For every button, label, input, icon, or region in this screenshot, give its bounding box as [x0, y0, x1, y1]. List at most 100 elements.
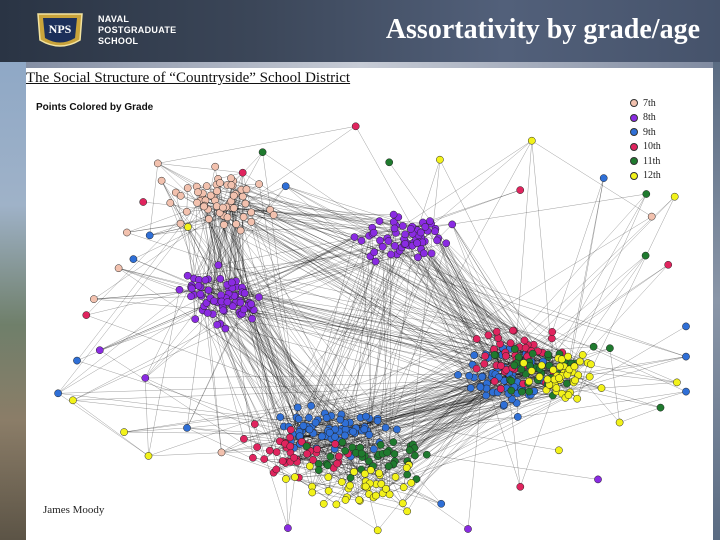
student-node	[336, 415, 345, 424]
student-node	[513, 413, 522, 421]
student-node	[506, 339, 515, 347]
student-node	[194, 188, 202, 197]
student-node	[201, 276, 210, 284]
student-node	[227, 278, 236, 287]
student-node	[232, 220, 241, 228]
student-node	[573, 394, 582, 403]
student-node	[54, 389, 62, 398]
student-node	[331, 440, 340, 448]
student-node	[90, 295, 98, 303]
student-node	[371, 257, 380, 266]
student-node	[322, 414, 331, 422]
student-node	[528, 349, 537, 358]
student-node	[278, 457, 287, 465]
student-node	[182, 207, 191, 216]
student-node	[497, 361, 505, 370]
student-node	[564, 391, 573, 399]
logo-line-2: POSTGRADUATE	[98, 25, 177, 35]
student-node	[341, 431, 349, 440]
student-node	[214, 261, 223, 269]
student-node	[519, 359, 528, 367]
student-node	[403, 507, 412, 516]
student-node	[664, 260, 673, 269]
student-node	[219, 203, 227, 212]
student-node	[314, 466, 323, 475]
student-node	[204, 215, 213, 223]
student-node	[305, 413, 313, 422]
student-node	[448, 220, 457, 229]
right-photo-strip	[713, 62, 720, 540]
student-node	[426, 217, 434, 225]
student-node	[313, 445, 321, 454]
student-node	[411, 451, 419, 460]
student-node	[357, 236, 366, 245]
student-node	[302, 442, 311, 451]
student-node	[217, 448, 226, 457]
seal-text: NPS	[49, 22, 72, 36]
student-node	[369, 445, 378, 453]
student-node	[391, 473, 400, 481]
student-node	[490, 351, 499, 359]
student-node	[284, 524, 292, 532]
student-node	[281, 182, 290, 191]
legend-item: 10th	[630, 140, 661, 155]
student-node	[240, 435, 248, 443]
network-nodes	[54, 122, 690, 535]
legend-label: 10th	[643, 141, 661, 153]
student-node	[350, 467, 358, 476]
student-node	[346, 473, 355, 482]
student-node	[196, 290, 205, 299]
student-node	[303, 450, 311, 458]
student-node	[398, 222, 407, 230]
student-node	[673, 378, 681, 387]
student-node	[211, 162, 220, 171]
student-node	[220, 220, 228, 229]
student-node	[406, 225, 415, 233]
student-node	[502, 352, 510, 360]
student-node	[549, 366, 558, 374]
student-node	[350, 233, 359, 241]
student-node	[141, 374, 150, 382]
student-node	[594, 475, 602, 484]
student-node	[166, 199, 175, 207]
student-node	[346, 481, 354, 490]
student-node	[647, 212, 656, 221]
student-node	[153, 159, 162, 168]
student-node	[520, 336, 529, 345]
student-node	[305, 425, 314, 434]
student-node	[366, 466, 375, 475]
school-name-logo: NAVAL POSTGRADUATE SCHOOL	[98, 14, 176, 47]
student-node	[223, 213, 232, 222]
student-node	[465, 372, 474, 380]
legend-label: 11th	[643, 155, 661, 167]
student-node	[184, 223, 192, 231]
student-node	[412, 475, 421, 483]
legend-swatch	[630, 128, 638, 137]
student-node	[682, 387, 690, 396]
student-node	[294, 415, 303, 423]
student-node	[247, 300, 256, 308]
student-node	[282, 475, 290, 483]
student-node	[272, 448, 281, 456]
legend-swatch	[630, 142, 638, 151]
student-node	[324, 487, 333, 495]
student-node	[332, 500, 341, 509]
student-node	[599, 174, 608, 182]
student-node	[365, 430, 374, 439]
student-node	[349, 427, 357, 436]
student-node	[472, 335, 481, 343]
student-node	[385, 158, 394, 167]
student-node	[236, 298, 245, 307]
student-node	[183, 271, 192, 280]
student-node	[213, 187, 221, 196]
student-node	[422, 450, 431, 459]
student-node	[405, 446, 414, 455]
student-node	[311, 418, 320, 427]
legend-label: 12th	[643, 170, 661, 182]
student-node	[82, 311, 91, 319]
student-node	[338, 438, 347, 447]
student-node	[578, 351, 587, 359]
student-node	[297, 437, 306, 446]
student-node	[228, 302, 237, 311]
student-node	[269, 211, 278, 219]
